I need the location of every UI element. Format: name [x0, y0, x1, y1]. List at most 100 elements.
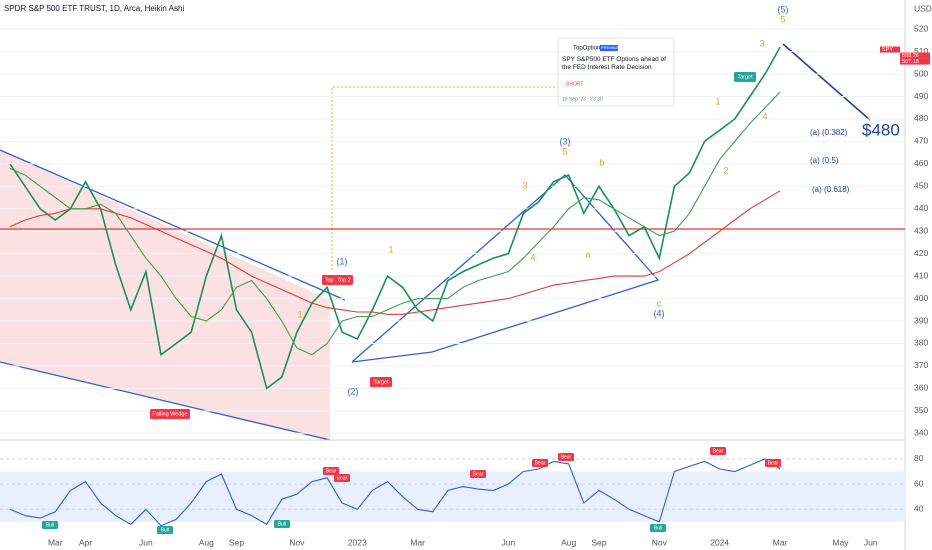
fib-label: (a) (0.618): [812, 185, 850, 194]
x-tick-label: Nov: [289, 537, 305, 547]
rsi-tag-label: Bear: [326, 468, 337, 474]
y-tick-label: 450: [914, 181, 928, 191]
rsi-tag-label: Bull: [654, 525, 662, 531]
y-tick-label: 370: [914, 360, 928, 370]
rsi-tag-label: Bear: [561, 454, 572, 460]
price-tag-box: [880, 46, 900, 53]
rsi-tag-box: [650, 524, 666, 532]
wave-label: 4: [530, 252, 535, 262]
tag-box: [734, 72, 756, 82]
rsi-tag-box: [765, 459, 781, 467]
y-tick-label: 410: [914, 270, 928, 280]
rsi-tag-box: [274, 520, 290, 528]
chart-title: SPDR S&P 500 ETF TRUST, 1D, Arca, Heikin…: [4, 4, 184, 13]
tag-label: Top: [325, 277, 334, 283]
rsi-tag-label: Bull: [46, 522, 54, 528]
y-tick-label: 350: [914, 405, 928, 415]
x-tick-label: Apr: [79, 537, 92, 547]
wedge-top: [0, 149, 346, 301]
x-tick-label: Mar: [48, 537, 63, 547]
wave-label: 5: [562, 146, 567, 156]
rsi-tag-label: Bear: [535, 460, 546, 466]
wave-label: 5: [780, 14, 785, 24]
y-tick-label: 340: [914, 428, 928, 438]
tag-box: [322, 275, 336, 285]
x-tick-label: Jun: [139, 537, 153, 547]
wave-label: (3): [560, 136, 571, 146]
channel: [351, 174, 660, 363]
rsi-tag-box: [157, 526, 173, 534]
rsi-tag-box: [470, 470, 486, 478]
rsi-tag-label: Bull: [161, 527, 169, 533]
idea-title-box: SPY S&P500 ETF Options ahead of the FED …: [562, 56, 666, 71]
wave-label: 1: [715, 96, 720, 106]
y-tick-label: 380: [914, 338, 928, 348]
idea-author: TopOptions: [573, 46, 603, 52]
x-tick-label: Jun: [501, 537, 515, 547]
x-tick-label: Jun: [864, 537, 878, 547]
price-tag-box: [900, 52, 930, 59]
idea-card-box: [557, 37, 675, 107]
target-label: $480: [862, 120, 900, 139]
rsi-tag-box: [532, 459, 548, 467]
y-tick-label: 460: [914, 158, 928, 168]
x-tick-label: Sep: [229, 537, 244, 547]
idea-date: 19 Sep '23 · 23:30: [562, 96, 603, 102]
falling-wedge-area: [0, 150, 330, 440]
wedge-bottom: [0, 361, 331, 441]
rsi-tag-box: [710, 447, 726, 455]
y-tick-label: 360: [914, 383, 928, 393]
idea-direction: SHORT: [566, 81, 583, 87]
wave-label: (5): [778, 4, 789, 14]
x-tick-label: Mar: [773, 537, 788, 547]
wave-label: 1: [388, 244, 393, 254]
rsi-band: [0, 471, 905, 522]
y-tick-label: 480: [914, 113, 928, 123]
y-tick-label: 400: [914, 293, 928, 303]
wave-label: (4): [654, 308, 665, 318]
y-tick-label: 510: [914, 46, 928, 56]
x-tick-label: 2023: [348, 537, 367, 547]
price-tag-box: [900, 58, 930, 65]
y-tick-label: 440: [914, 203, 928, 213]
wave-label: 2: [723, 165, 728, 175]
moving-average: [9, 190, 781, 315]
wave-label: (2): [348, 386, 359, 396]
wave-label: 4: [762, 111, 767, 121]
wave-label: 3: [759, 38, 764, 48]
tag-label: Target: [737, 74, 753, 80]
tag-box: [150, 409, 190, 419]
rsi-tick-label: 40: [914, 504, 924, 514]
currency: USD: [914, 3, 932, 13]
rsi-line: [9, 458, 781, 527]
tag-label: Falling Wedge: [152, 411, 187, 417]
rsi-tag-box: [334, 474, 350, 482]
tag-box: [335, 275, 353, 285]
wave-label: a: [585, 249, 590, 259]
rsi-tag-box: [42, 521, 58, 529]
idea-title: SPY S&P500 ETF Options ahead of the FED …: [562, 56, 666, 71]
badge-box: [600, 45, 618, 51]
idea-card[interactable]: TopOptions PREMIUM SPY S&P500 ETF Option…: [557, 37, 675, 107]
rsi-tag-label: Bear: [473, 471, 484, 477]
wave-label: b: [599, 157, 604, 167]
rsi-tag-label: Bull: [278, 521, 286, 527]
price-line: [9, 46, 781, 390]
tag-label: Target: [373, 379, 389, 385]
idea-badge: PREMIUM: [601, 45, 620, 50]
y-tick-label: 520: [914, 23, 928, 33]
price-tag: 507.18: [902, 59, 919, 65]
x-tick-label: May: [832, 537, 849, 547]
wave-label: (1): [337, 256, 348, 266]
rsi-tag-label: Bear: [713, 448, 724, 454]
x-tick-label: Sep: [591, 537, 606, 547]
moving-average: [9, 91, 781, 356]
rsi-tag-box: [558, 453, 574, 461]
projection: [782, 43, 871, 121]
wave-label: 1: [297, 309, 302, 319]
y-tick-label: 390: [914, 315, 928, 325]
x-tick-label: Aug: [199, 537, 214, 547]
tag-box: [370, 377, 392, 387]
rsi-tick-label: 80: [914, 453, 924, 463]
wave-label: 3: [522, 180, 527, 190]
